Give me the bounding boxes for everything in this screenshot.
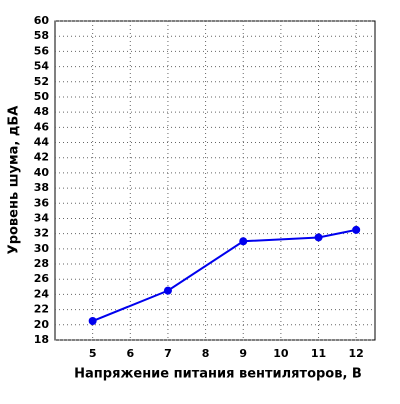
y-tick-label: 40 <box>34 166 50 179</box>
x-axis-label: Напряжение питания вентиляторов, В <box>74 367 362 382</box>
y-tick-label: 42 <box>34 151 49 164</box>
point <box>314 233 323 242</box>
y-tick-label: 24 <box>34 287 50 300</box>
plot-frame <box>54 20 376 341</box>
x-tick-label: 9 <box>239 347 247 360</box>
x-tick-label: 12 <box>349 347 364 360</box>
y-tick-label: 60 <box>34 14 50 27</box>
x-tick-label: 5 <box>89 347 97 360</box>
y-tick-label: 52 <box>34 75 49 88</box>
x-tick-label: 8 <box>202 347 210 360</box>
x-tick-label: 11 <box>311 347 326 360</box>
x-tick-label: 10 <box>273 347 289 360</box>
y-tick-label: 32 <box>34 227 49 240</box>
y-tick-label: 18 <box>34 333 49 346</box>
y-tick-label: 30 <box>34 242 50 255</box>
y-axis-label: Уровень шума, дБА <box>7 106 22 255</box>
y-tick-label: 22 <box>34 303 49 316</box>
y-tick-label: 50 <box>34 90 50 103</box>
line <box>92 228 357 322</box>
point <box>163 286 172 295</box>
y-tick-label: 34 <box>34 211 50 224</box>
y-tick-label: 26 <box>34 272 50 285</box>
y-tick-label: 56 <box>34 44 50 57</box>
y-tick-label: 20 <box>34 318 50 331</box>
y-tick-label: 48 <box>34 105 49 118</box>
y-tick-label: 44 <box>34 136 50 149</box>
x-tick-label: 7 <box>164 347 172 360</box>
point <box>352 225 361 234</box>
point <box>239 237 248 246</box>
x-tick-label: 6 <box>126 347 134 360</box>
y-tick-label: 54 <box>34 60 50 73</box>
point <box>88 317 97 326</box>
y-tick-label: 58 <box>34 29 49 42</box>
y-tick-label: 46 <box>34 120 50 133</box>
y-tick-label: 28 <box>34 257 49 270</box>
y-tick-label: 38 <box>34 181 49 194</box>
y-tick-label: 36 <box>34 196 50 209</box>
